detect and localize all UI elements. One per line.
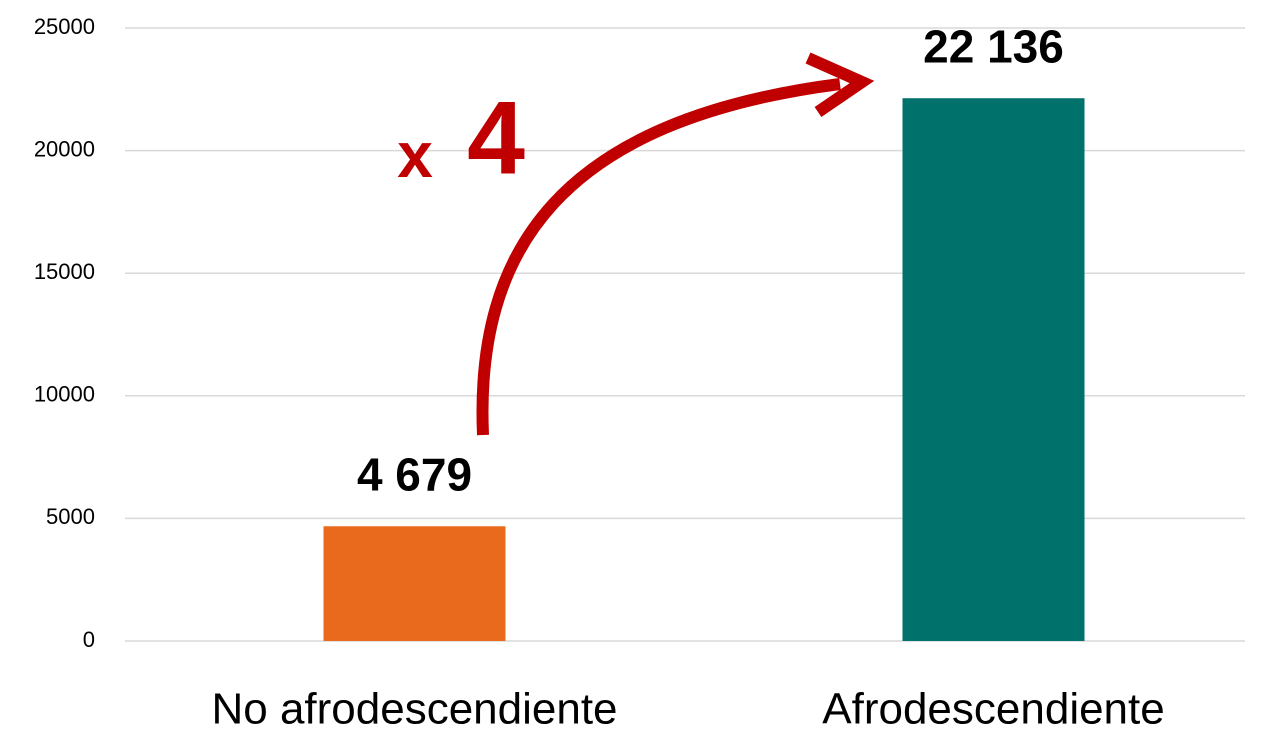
x-tick-label: No afrodescendiente bbox=[211, 685, 617, 731]
y-tick-label: 10000 bbox=[34, 382, 95, 407]
x-tick-label: Afrodescendiente bbox=[822, 685, 1164, 731]
annotation-x: x bbox=[397, 119, 433, 191]
y-tick-label: 5000 bbox=[46, 504, 95, 529]
bar bbox=[902, 98, 1085, 641]
y-tick-label: 25000 bbox=[34, 14, 95, 39]
bar bbox=[323, 526, 506, 641]
y-tick-label: 15000 bbox=[34, 259, 95, 284]
annotation-factor: 4 bbox=[467, 80, 525, 196]
value-label: 4 679 bbox=[357, 448, 472, 500]
value-label: 22 136 bbox=[923, 20, 1064, 72]
y-tick-label: 0 bbox=[83, 627, 95, 652]
arrow-head bbox=[805, 52, 875, 117]
arrow bbox=[476, 78, 841, 436]
y-tick-label: 20000 bbox=[34, 136, 95, 161]
